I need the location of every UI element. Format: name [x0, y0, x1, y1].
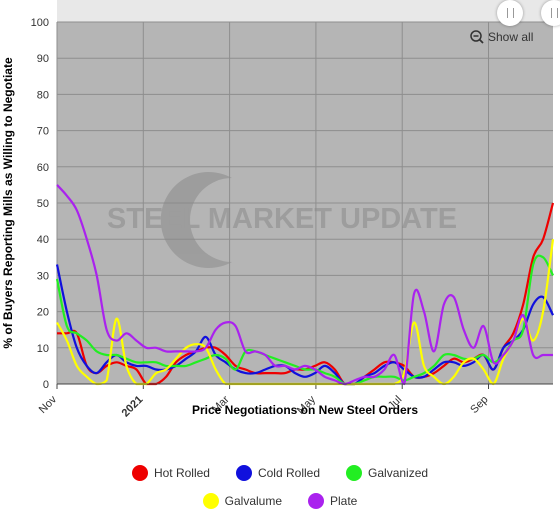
legend-item-galvalume[interactable]: Galvalume	[202, 493, 282, 509]
legend-item-hot-rolled[interactable]: Hot Rolled	[131, 465, 210, 481]
legend-swatch	[235, 465, 252, 481]
legend-item-plate[interactable]: Plate	[308, 493, 357, 509]
y-tick-label: 0	[43, 379, 49, 391]
y-tick-label: 90	[37, 53, 49, 65]
watermark: STEEL MARKET UPDATE	[107, 172, 457, 268]
legend-item-galvanized[interactable]: Galvanized	[346, 465, 428, 481]
y-tick-label: 70	[37, 126, 49, 138]
x-tick-label: 2021	[120, 394, 146, 420]
navigator-band	[57, 0, 553, 22]
legend-swatch	[346, 465, 363, 481]
legend-label: Plate	[330, 494, 358, 508]
show-all-label: Show all	[488, 30, 534, 44]
line-chart: STEEL MARKET UPDATE 0 10 20 30 40 50 60 70 80 90 1…	[1, 0, 555, 420]
navigator-handle-left[interactable]	[497, 0, 523, 26]
legend-label: Galvalume	[224, 494, 282, 508]
legend-swatch	[308, 493, 324, 509]
grip-icon	[506, 8, 514, 18]
series-line-cold-rolled[interactable]	[55, 264, 554, 386]
legend-swatch	[202, 493, 219, 509]
y-tick-label: 60	[37, 162, 49, 174]
watermark-text: STEEL MARKET UPDATE	[107, 203, 457, 235]
grip-icon	[550, 8, 558, 18]
y-tick-label: 30	[37, 270, 49, 282]
y-axis-title: % of Buyers Reporting Mills as Willing t…	[1, 57, 15, 349]
grid-lines	[56, 21, 553, 385]
watermark-swoosh	[160, 172, 232, 268]
x-tick-label: Nov	[37, 393, 60, 416]
y-axis-ticks: 0 10 20 30 40 50 60 70 80 90 100	[31, 17, 49, 391]
y-tick-label: 10	[37, 343, 49, 355]
legend-swatch	[131, 465, 148, 481]
legend-label: Hot Rolled	[153, 466, 210, 480]
legend-row-1: Hot Rolled Cold Rolled Galvanized	[0, 465, 560, 481]
y-tick-label: 100	[31, 17, 49, 29]
navigator-handle-right[interactable]	[541, 0, 560, 26]
legend-label: Galvanized	[368, 466, 429, 480]
x-tick-label: Sep	[468, 394, 490, 416]
series-line-plate[interactable]	[56, 184, 553, 386]
legend-row-2: Galvalume Plate	[0, 493, 560, 509]
x-axis-title: Price Negotiations on New Steel Orders	[192, 403, 418, 417]
y-tick-label: 80	[37, 89, 49, 101]
legend-item-cold-rolled[interactable]: Cold Rolled	[235, 465, 321, 481]
y-tick-label: 40	[37, 234, 49, 246]
y-tick-label: 50	[37, 198, 49, 210]
y-tick-label: 20	[37, 307, 49, 319]
show-all-button[interactable]: Show all	[470, 30, 533, 44]
zoom-out-icon	[470, 30, 484, 44]
legend-label: Cold Rolled	[257, 466, 321, 480]
